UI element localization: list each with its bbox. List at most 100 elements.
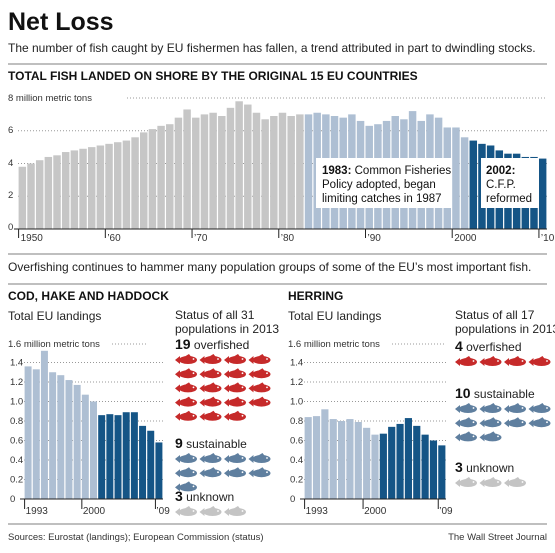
fish-eye xyxy=(546,407,548,409)
fish-icon xyxy=(175,382,197,393)
fish-fin xyxy=(489,431,496,434)
fish-icon xyxy=(199,368,222,379)
fish-tail xyxy=(248,384,254,393)
fish-tail xyxy=(175,356,180,364)
fish-tail xyxy=(248,356,254,364)
fish-fin xyxy=(465,403,471,406)
fish-fin xyxy=(234,467,240,470)
her-y-tick: 0.8 xyxy=(290,416,303,427)
fish-eye xyxy=(192,358,195,360)
cod-bar-2002 xyxy=(98,415,106,499)
fish-icon xyxy=(175,481,197,492)
fish-icon xyxy=(175,467,197,478)
fish-fin xyxy=(538,403,545,406)
her-status-overfished: 4 overfished xyxy=(455,338,522,354)
her-status-label: sustainable xyxy=(471,387,535,401)
fish-fin xyxy=(514,356,520,359)
fish-tail xyxy=(224,398,229,407)
her-y-tick: 1.0 xyxy=(290,397,303,408)
fish-eye xyxy=(497,407,499,409)
cod-y-tick: 1.2 xyxy=(10,377,23,388)
fish-icon xyxy=(199,396,222,407)
cod-x-ticks: 1993 2000 ’09 xyxy=(24,499,170,517)
fish-body xyxy=(179,398,197,407)
fish-body xyxy=(228,508,246,516)
top-bar-1962 xyxy=(122,140,131,229)
top-bar-1953 xyxy=(44,156,53,229)
fish-fin xyxy=(489,356,496,359)
fish-icon xyxy=(199,467,222,478)
fish-body xyxy=(203,398,222,407)
top-bar-1977 xyxy=(252,112,261,229)
fish-tail xyxy=(224,384,229,393)
fish-eye xyxy=(521,481,524,483)
fish-eye xyxy=(266,358,268,360)
fish-eye xyxy=(472,360,475,362)
fish-tail xyxy=(504,358,509,366)
fish-icon xyxy=(248,354,271,364)
top-bar-1964 xyxy=(140,132,148,229)
fish-fin xyxy=(258,453,265,456)
her-bar-2003 xyxy=(388,426,396,499)
top-bar-1955 xyxy=(61,152,70,229)
fish-body xyxy=(483,358,502,366)
fish-icon xyxy=(455,431,477,442)
cod-y-ticks: 1.4 1.2 1.0 0.8 0.6 0.4 0.2 0 xyxy=(10,358,23,506)
fish-body xyxy=(252,356,271,364)
fish-fin xyxy=(185,453,191,456)
fish-body xyxy=(228,356,246,364)
cod-bar-2003 xyxy=(106,414,114,499)
fish-body xyxy=(228,412,246,421)
fish-tail xyxy=(175,469,180,478)
fish-tail xyxy=(455,405,460,413)
cod-bar-2008 xyxy=(147,430,155,499)
fish-icon xyxy=(479,356,502,366)
top-bar-1975 xyxy=(235,101,243,229)
top-bar-1978 xyxy=(261,119,269,229)
cod-y-tick: 0 xyxy=(10,494,15,505)
fish-fin xyxy=(209,467,216,470)
her-bar-2006 xyxy=(413,425,421,499)
top-x-tick-label: 1950 xyxy=(21,233,44,244)
her-y-tick: 1.4 xyxy=(290,358,303,369)
fish-body xyxy=(203,455,222,463)
cod-bar-2006 xyxy=(130,412,138,499)
fish-body xyxy=(483,479,502,487)
fish-body xyxy=(203,384,222,393)
her-bar-1998 xyxy=(346,419,354,499)
fish-icon xyxy=(479,431,502,442)
top-x-ticks: 1950 ’60 ’70 ’80 ’90 2000 ’10 xyxy=(18,229,555,244)
fish-icon xyxy=(248,467,271,478)
fish-tail xyxy=(175,384,180,393)
herring-unit: 1.6 million metric tons xyxy=(288,339,380,350)
her-y-tick: 0.6 xyxy=(290,436,303,447)
fish-body xyxy=(508,419,526,428)
fish-eye xyxy=(192,457,195,459)
cod-x-tick-label: 1993 xyxy=(26,506,49,517)
fish-tail xyxy=(224,455,229,463)
top-x-tick-label: ’10 xyxy=(541,233,555,244)
fish-tail xyxy=(199,384,205,393)
fish-eye xyxy=(217,471,219,474)
fish-tail xyxy=(528,405,534,413)
fish-eye xyxy=(497,481,499,483)
fish-eye xyxy=(217,457,219,459)
cod-x-tick-label: 2000 xyxy=(83,506,106,517)
top-bar-1967 xyxy=(166,124,174,229)
annotation-1983-line3: limiting catches in 1987 xyxy=(322,193,442,205)
top-bar-1972 xyxy=(209,112,217,229)
her-y-tick: 0.4 xyxy=(290,455,303,466)
fish-eye xyxy=(217,386,219,389)
fish-body xyxy=(203,356,222,364)
fish-body xyxy=(228,384,246,393)
fish-icon xyxy=(479,477,502,487)
fish-eye xyxy=(472,481,475,483)
fish-tail xyxy=(199,508,205,516)
cod-bar-1993 xyxy=(24,366,32,499)
fish-eye xyxy=(192,372,195,375)
fish-body xyxy=(228,469,246,478)
fish-icon xyxy=(504,356,526,366)
her-bar-2007 xyxy=(421,434,429,499)
top-bar-1956 xyxy=(70,150,79,229)
fish-fin xyxy=(258,396,265,400)
